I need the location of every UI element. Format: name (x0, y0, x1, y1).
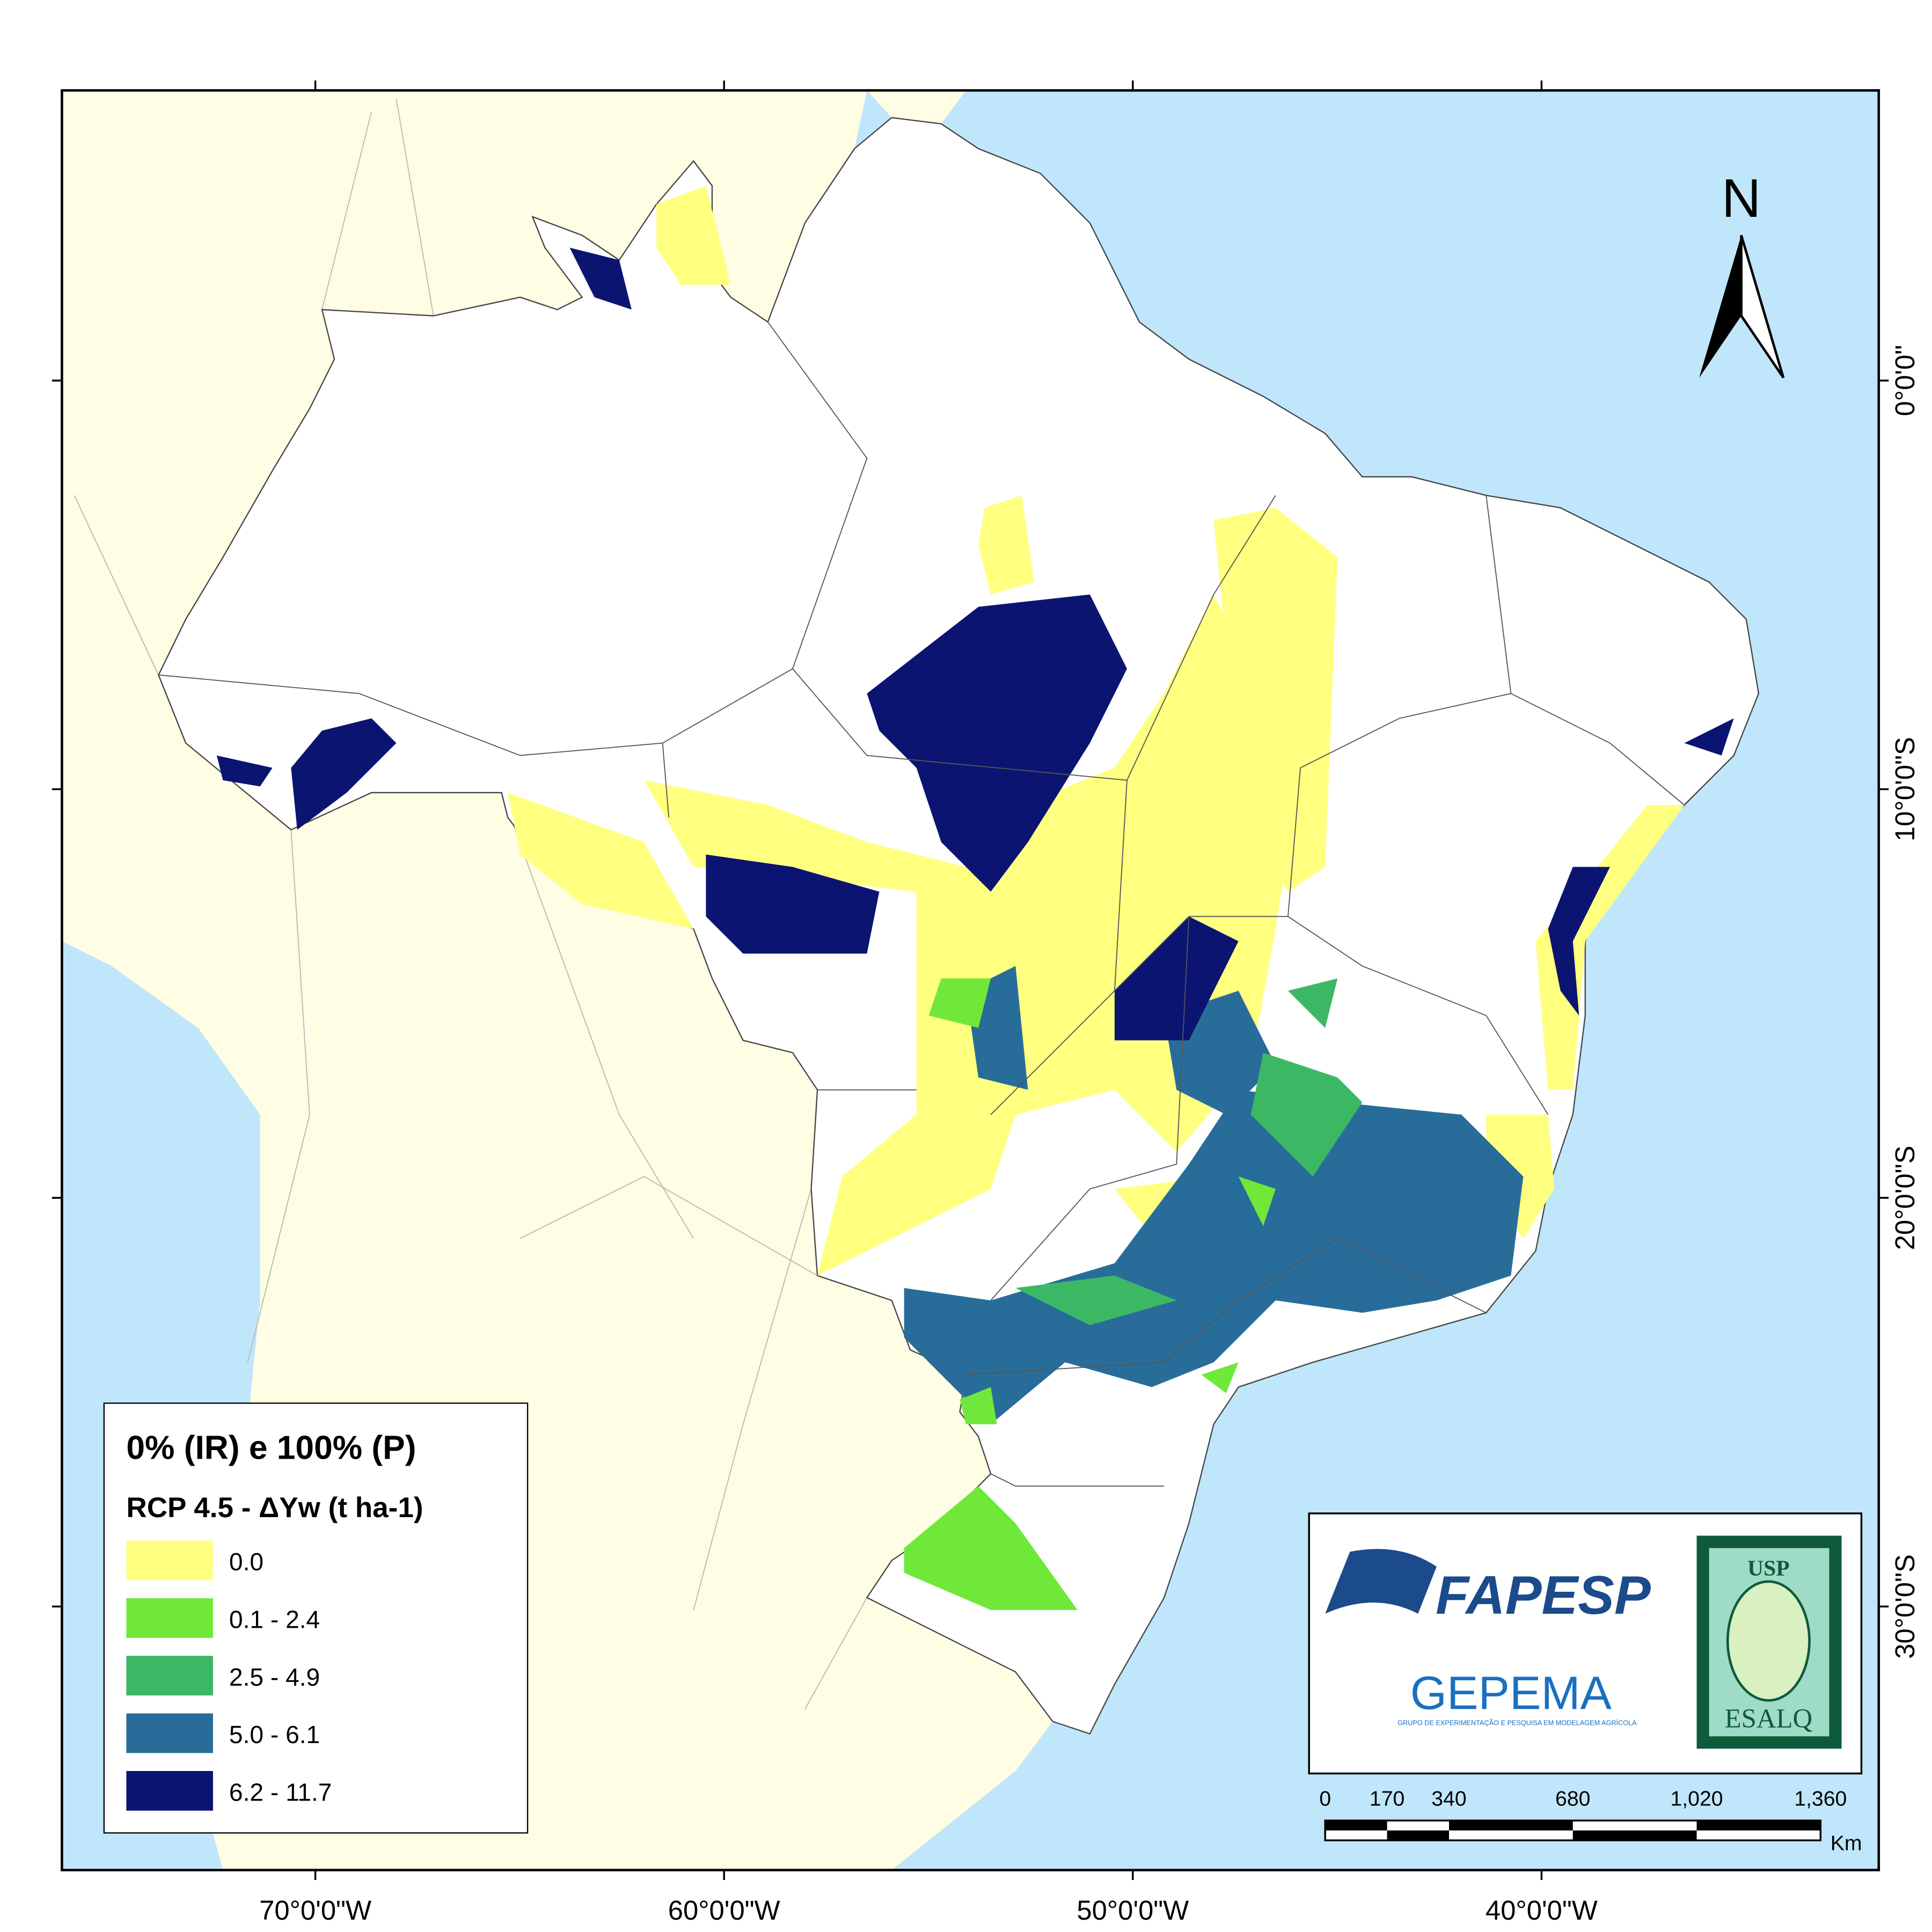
class-area (867, 594, 1127, 892)
north-arrow (1699, 235, 1741, 378)
class-area (1250, 1052, 1363, 1177)
lat-tick-label: 30°0'0"S (1890, 1554, 1920, 1659)
map-frame (61, 89, 1880, 1871)
fapesp-logo: FAPESP (1436, 1564, 1651, 1626)
scale-bar-label: 1,020 (1670, 1787, 1723, 1811)
legend-label: 6.2 - 11.7 (229, 1778, 332, 1806)
class-area (508, 792, 694, 929)
class-area (644, 594, 1301, 1276)
lat-tick-label: 20°0'0"S (1890, 1146, 1920, 1250)
usp-logo: USP (1747, 1555, 1789, 1580)
class-area (569, 247, 632, 310)
class-area (1288, 978, 1338, 1028)
gepema-logo: GEPEMA (1410, 1667, 1612, 1719)
lat-tick-label: 10°0'0"S (1890, 737, 1920, 841)
class-area (978, 495, 1034, 595)
country-borders (74, 99, 868, 1710)
neighbour-land (867, 90, 966, 124)
legend-swatch (126, 1771, 213, 1811)
yield-classes (216, 186, 1734, 1610)
legend-items: 0.0 0.1 - 2.4 2.5 - 4.9 5.0 - 6.1 6.2 - 11.7 (126, 1540, 332, 1811)
class-area (1213, 508, 1338, 892)
class-area (656, 186, 731, 285)
class-area (1238, 1176, 1276, 1226)
class-area (960, 1387, 997, 1424)
class-area (216, 755, 273, 787)
legend-label: 0.1 - 2.4 (229, 1605, 320, 1633)
class-area (1535, 805, 1685, 1090)
class-area (291, 718, 397, 830)
legend-swatch (126, 1598, 213, 1638)
lat-tick-label: 0°0'0" (1890, 345, 1920, 416)
scale-bar-label: 170 (1370, 1787, 1404, 1811)
legend-swatch (126, 1656, 213, 1696)
scale-bar-label: 680 (1555, 1787, 1590, 1811)
scale-bar-label: 340 (1431, 1787, 1466, 1811)
scale-bar-label: 0 (1319, 1787, 1331, 1811)
lon-tick-label: 60°0'0"W (668, 1895, 780, 1926)
scale-bar-unit: Km (1831, 1832, 1862, 1855)
scale-bar-label: 1,360 (1794, 1787, 1847, 1811)
scale-bar: 0 170 340 680 1,020 1,360 Km (1319, 1787, 1862, 1855)
lon-tick-label: 40°0'0"W (1485, 1895, 1598, 1926)
lon-tick-label: 50°0'0"W (1077, 1895, 1189, 1926)
esalq-emblem (1726, 1580, 1811, 1702)
legend-swatch (126, 1540, 213, 1580)
class-area (1114, 916, 1239, 1041)
legend-label: 5.0 - 6.1 (229, 1721, 320, 1748)
class-area (904, 1486, 1078, 1610)
legend-title: 0% (IR) e 100% (P) (126, 1429, 416, 1466)
scale-bar-segment (1449, 1820, 1573, 1831)
class-area (1015, 1275, 1177, 1326)
legend-label: 0.0 (229, 1548, 264, 1576)
class-area (1684, 718, 1734, 756)
class-area (928, 978, 991, 1028)
north-arrow (1740, 235, 1785, 379)
legend-swatch (126, 1713, 213, 1753)
legend-subtitle: RCP 4.5 - ΔYw (t ha-1) (126, 1492, 423, 1524)
graticule-ticks: 70°0'0"W 60°0'0"W 50°0'0"W 40°0'0"W 0°0'0" 10… (52, 80, 1920, 1926)
lon-tick-label: 70°0'0"W (259, 1895, 371, 1926)
esalq-logo: ESALQ (1725, 1703, 1813, 1733)
scale-bar-segment (1325, 1820, 1387, 1831)
gepema-caption: GRUPO DE EXPERIMENTAÇÃO E PESQUISA EM MO… (1397, 1719, 1637, 1727)
legend-label: 2.5 - 4.9 (229, 1663, 320, 1691)
scale-bar-segment (1696, 1820, 1821, 1831)
north-label: N (1722, 167, 1761, 229)
class-area (1548, 867, 1610, 1016)
class-area (904, 1089, 1524, 1424)
scale-bar-segment (1387, 1830, 1449, 1841)
scale-bar-segment (1572, 1830, 1697, 1841)
state-borders (158, 321, 1685, 1487)
fapesp-flag (1325, 1549, 1437, 1614)
